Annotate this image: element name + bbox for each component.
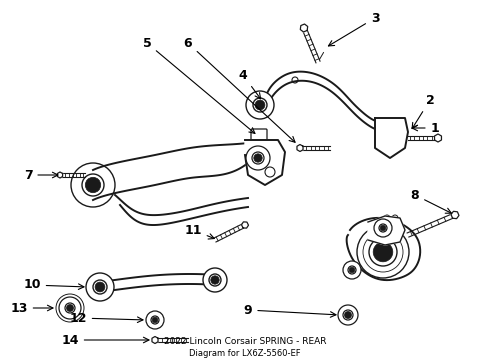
Text: 12: 12 — [69, 311, 143, 324]
Polygon shape — [242, 222, 248, 228]
Text: 11: 11 — [184, 224, 214, 239]
Circle shape — [95, 282, 105, 292]
Circle shape — [211, 276, 219, 284]
Circle shape — [59, 297, 81, 319]
Polygon shape — [152, 337, 158, 343]
Circle shape — [246, 146, 270, 170]
Text: 3: 3 — [328, 12, 379, 46]
Text: 4: 4 — [239, 68, 261, 99]
Circle shape — [146, 311, 164, 329]
Text: 2022 Lincoln Corsair SPRING - REAR: 2022 Lincoln Corsair SPRING - REAR — [164, 338, 326, 346]
Text: 14: 14 — [61, 333, 149, 346]
Circle shape — [203, 268, 227, 292]
Text: 6: 6 — [184, 36, 295, 142]
Circle shape — [71, 163, 115, 207]
Text: 7: 7 — [24, 168, 58, 181]
Polygon shape — [368, 216, 405, 245]
Polygon shape — [435, 134, 441, 142]
Text: Diagram for LX6Z-5560-EF: Diagram for LX6Z-5560-EF — [189, 348, 301, 357]
Circle shape — [373, 242, 393, 262]
Text: 5: 5 — [143, 36, 255, 134]
Text: 8: 8 — [411, 189, 451, 213]
Circle shape — [343, 261, 361, 279]
Circle shape — [67, 305, 74, 311]
Polygon shape — [245, 140, 285, 185]
Circle shape — [344, 311, 351, 319]
Polygon shape — [346, 218, 420, 280]
Circle shape — [254, 154, 262, 162]
Circle shape — [349, 267, 355, 273]
FancyBboxPatch shape — [251, 129, 267, 141]
Circle shape — [86, 273, 114, 301]
Polygon shape — [300, 24, 308, 32]
Text: 2: 2 — [412, 94, 434, 129]
Text: 9: 9 — [244, 303, 336, 317]
Circle shape — [380, 225, 386, 231]
Circle shape — [85, 177, 101, 193]
Circle shape — [152, 317, 158, 323]
Text: 10: 10 — [23, 279, 84, 292]
Text: 13: 13 — [10, 302, 53, 315]
Circle shape — [338, 305, 358, 325]
Circle shape — [255, 100, 265, 110]
Circle shape — [357, 226, 409, 278]
Text: 1: 1 — [412, 122, 440, 135]
Polygon shape — [297, 144, 303, 152]
Polygon shape — [375, 118, 408, 158]
Polygon shape — [57, 172, 63, 178]
Polygon shape — [451, 211, 459, 219]
Circle shape — [374, 219, 392, 237]
Circle shape — [246, 91, 274, 119]
